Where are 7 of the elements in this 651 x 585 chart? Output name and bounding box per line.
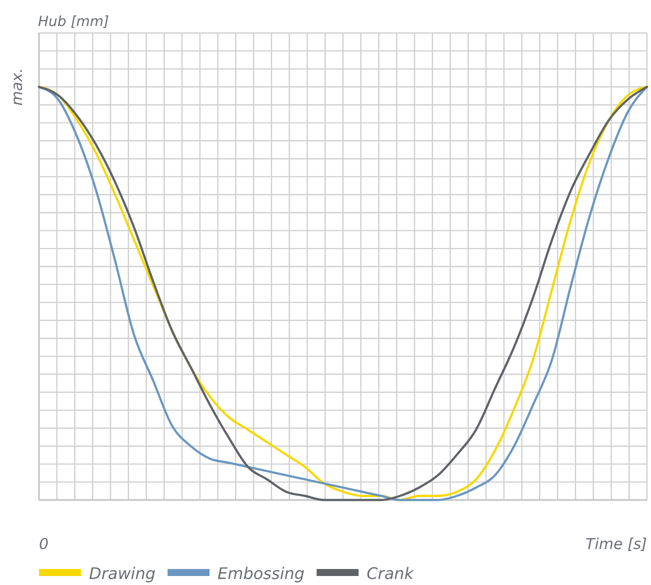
- legend-label: Embossing: [218, 564, 305, 583]
- legend-label: Drawing: [89, 564, 156, 583]
- y-axis-title: Hub [mm]: [38, 14, 109, 30]
- legend-label: Crank: [366, 564, 414, 583]
- text: max.: [8, 68, 26, 106]
- x-axis-title: Time [s]: [586, 535, 648, 553]
- text: 0: [39, 535, 49, 553]
